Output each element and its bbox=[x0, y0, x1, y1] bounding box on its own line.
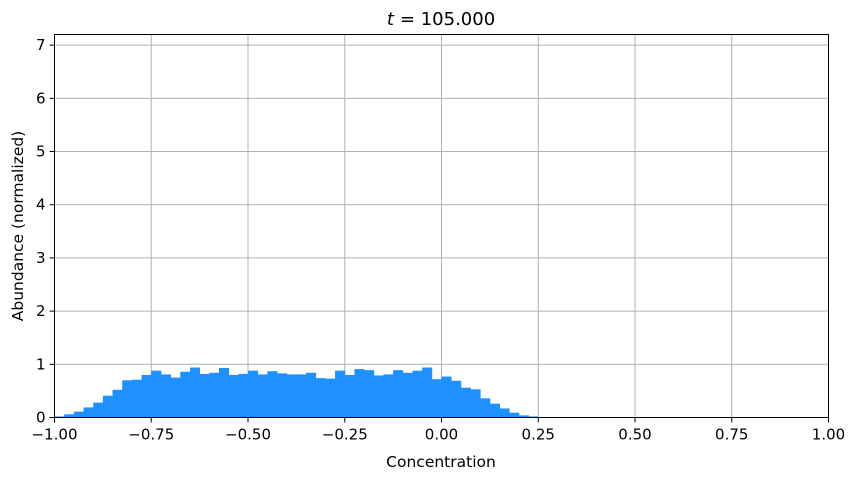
x-tick-label: 0.50 bbox=[618, 426, 651, 444]
x-ticks: −1.00 −0.75 −0.50 −0.25 0.00 0.25 0.50 0.75 1.00 bbox=[32, 417, 845, 444]
histogram-bar bbox=[112, 389, 123, 418]
histogram-bar bbox=[218, 368, 230, 418]
histogram-bar bbox=[373, 375, 384, 418]
histogram-bar bbox=[509, 412, 520, 418]
histogram-bar bbox=[180, 371, 191, 418]
y-axis-label: Abundance (normalized) bbox=[9, 131, 27, 321]
histogram-bar bbox=[354, 369, 365, 418]
histogram-bar bbox=[248, 370, 259, 418]
y-tick-label: 5 bbox=[36, 143, 46, 161]
histogram-bar bbox=[257, 374, 268, 418]
histogram-bar bbox=[131, 379, 142, 418]
y-tick-label: 4 bbox=[36, 196, 46, 214]
histogram-bar bbox=[470, 389, 481, 418]
histogram-bar bbox=[64, 414, 75, 418]
x-tick-label: 0.00 bbox=[425, 426, 458, 444]
histogram-bar bbox=[306, 372, 317, 418]
histogram-bar bbox=[325, 378, 336, 418]
histogram-bar bbox=[102, 395, 113, 418]
histogram-bar bbox=[170, 377, 181, 418]
histogram-bar bbox=[393, 370, 404, 418]
histogram-bar bbox=[480, 398, 491, 418]
histogram-bar bbox=[315, 378, 326, 418]
x-tick-label: −0.25 bbox=[322, 426, 368, 444]
histogram-bar bbox=[489, 403, 500, 418]
histogram-bar bbox=[228, 374, 239, 418]
y-tick-label: 2 bbox=[36, 302, 46, 320]
histogram-bar bbox=[267, 371, 278, 418]
histogram-bar bbox=[286, 374, 297, 418]
histogram-bar bbox=[141, 374, 152, 418]
x-tick-label: 0.75 bbox=[715, 426, 748, 444]
y-tick-label: 3 bbox=[36, 249, 46, 267]
histogram-bar bbox=[199, 373, 210, 418]
grid-layer bbox=[54, 34, 829, 418]
x-tick-label: −0.50 bbox=[225, 426, 271, 444]
histogram-bar bbox=[528, 416, 539, 418]
y-tick-label: 1 bbox=[36, 355, 46, 373]
histogram-bar bbox=[296, 374, 307, 418]
histogram-bar bbox=[189, 367, 201, 418]
histogram-bar bbox=[344, 374, 355, 418]
histogram-bar bbox=[518, 415, 529, 418]
y-tick-label: 6 bbox=[36, 89, 46, 107]
x-axis-label: Concentration bbox=[386, 453, 496, 471]
histogram-bar bbox=[422, 367, 433, 418]
histogram-bar bbox=[402, 372, 413, 418]
histogram-bar bbox=[499, 408, 510, 418]
x-tick-label: −0.75 bbox=[128, 426, 174, 444]
x-tick-label: −1.00 bbox=[32, 426, 78, 444]
y-ticks: 0 1 2 3 4 5 6 7 bbox=[36, 36, 55, 427]
histogram-bar bbox=[451, 380, 462, 418]
histogram-bar bbox=[209, 372, 220, 418]
histogram-bar bbox=[83, 407, 94, 418]
histogram-bar bbox=[441, 376, 452, 418]
chart-title: t = 105.000 bbox=[387, 9, 495, 30]
histogram-bar bbox=[73, 411, 84, 418]
histogram-bar bbox=[412, 370, 423, 418]
bars-layer bbox=[54, 367, 539, 418]
histogram-bar bbox=[335, 370, 346, 418]
histogram-bar bbox=[54, 416, 65, 418]
x-tick-label: 0.25 bbox=[522, 426, 555, 444]
y-tick-label: 0 bbox=[36, 409, 46, 427]
histogram-bar bbox=[238, 373, 249, 418]
histogram-bar bbox=[364, 370, 375, 418]
histogram-bar bbox=[151, 370, 162, 418]
histogram-bar bbox=[93, 402, 104, 418]
histogram-bar bbox=[122, 380, 133, 418]
histogram-bar bbox=[460, 387, 471, 418]
histogram-bar bbox=[160, 374, 171, 418]
histogram-bar bbox=[383, 374, 394, 418]
histogram-bar bbox=[277, 373, 288, 418]
y-tick-label: 7 bbox=[36, 36, 46, 54]
x-tick-label: 1.00 bbox=[812, 426, 845, 444]
histogram-bar bbox=[431, 379, 442, 418]
